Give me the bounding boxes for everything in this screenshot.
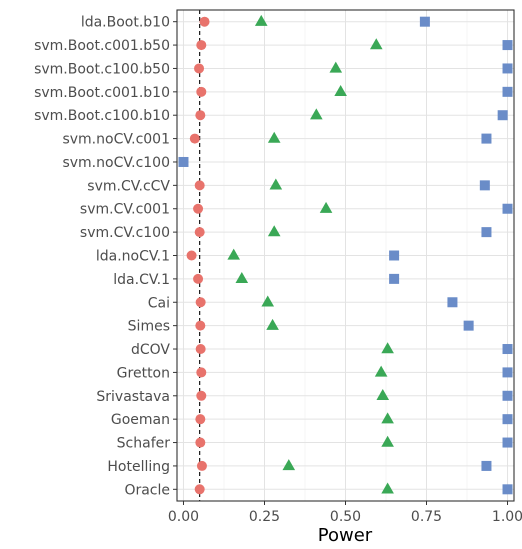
point-circle <box>194 63 205 74</box>
y-tick-label: Srivastava <box>96 389 170 405</box>
point-triangle <box>369 38 383 50</box>
point-triangle <box>329 61 343 73</box>
point-square <box>502 63 513 74</box>
point-circle <box>193 203 204 214</box>
point-triangle <box>254 14 268 26</box>
y-tick-label: svm.Boot.c100.b50 <box>34 61 170 77</box>
point-circle <box>194 227 205 238</box>
y-tick-label: Gretton <box>117 365 170 381</box>
y-tick-label: svm.CV.c100 <box>80 225 170 241</box>
point-circle <box>196 367 207 378</box>
point-square <box>481 460 492 471</box>
point-square <box>389 250 400 261</box>
point-square <box>389 273 400 284</box>
point-triangle <box>282 459 296 471</box>
y-tick-label: lda.CV.1 <box>113 272 170 288</box>
point-circle <box>196 390 207 401</box>
point-circle <box>196 86 207 97</box>
point-triangle <box>381 412 394 424</box>
point-square <box>447 297 458 308</box>
y-tick-label: Oracle <box>124 482 170 498</box>
point-square <box>481 227 492 238</box>
point-circle <box>199 16 210 27</box>
point-circle <box>196 40 207 51</box>
y-tick-label: svm.CV.c001 <box>80 202 170 218</box>
point-triangle <box>381 482 394 494</box>
point-triangle <box>267 225 281 237</box>
point-triangle <box>269 178 283 190</box>
point-square <box>497 110 508 121</box>
x-tick-label: 0.00 <box>168 509 199 525</box>
point-square <box>502 437 513 448</box>
point-square <box>178 156 189 167</box>
point-circle <box>195 414 206 425</box>
point-square <box>481 133 492 144</box>
point-triangle <box>376 388 390 400</box>
point-circle <box>189 133 200 144</box>
point-circle <box>195 320 206 331</box>
x-tick-label: 0.50 <box>330 509 361 525</box>
point-circle <box>186 250 197 261</box>
y-tick-label: svm.Boot.c100.b10 <box>34 108 170 124</box>
y-axis: lda.Boot.b10 svm.Boot.c001.b50 svm.Boot.c1… <box>34 15 177 498</box>
point-triangle <box>235 272 249 284</box>
y-tick-label: lda.noCV.1 <box>96 249 170 265</box>
point-triangle <box>381 435 394 447</box>
point-circle <box>196 460 207 471</box>
y-tick-label: Hotelling <box>107 459 170 475</box>
point-square <box>479 180 490 191</box>
point-triangle <box>266 318 279 330</box>
point-triangle <box>261 295 275 307</box>
y-tick-label: Simes <box>128 319 170 335</box>
x-axis-title: Power <box>318 525 373 546</box>
y-tick-label: Schafer <box>117 436 171 452</box>
point-circle <box>195 110 206 121</box>
y-tick-label: Cai <box>148 295 170 311</box>
y-tick-label: svm.Boot.c001.b10 <box>34 85 170 101</box>
point-square <box>502 484 513 495</box>
point-triangle <box>310 108 323 120</box>
y-tick-label: svm.Boot.c001.b50 <box>34 38 170 54</box>
x-tick-label: 1.00 <box>492 509 522 525</box>
point-square <box>502 86 513 97</box>
point-circle <box>194 484 205 495</box>
y-tick-label: lda.Boot.b10 <box>81 15 170 31</box>
x-tick-label: 0.25 <box>249 509 280 525</box>
point-triangle <box>381 342 394 354</box>
y-tick-label: Goeman <box>111 412 170 428</box>
data-points <box>178 14 513 495</box>
y-tick-label: svm.CV.cCV <box>87 178 170 194</box>
point-triangle <box>267 131 281 143</box>
point-circle <box>193 273 204 284</box>
point-triangle <box>374 365 388 377</box>
x-tick-label: 0.75 <box>411 509 442 525</box>
point-square <box>502 367 513 378</box>
point-square <box>502 390 513 401</box>
y-tick-label: svm.noCV.c001 <box>62 132 170 148</box>
point-circle <box>194 180 205 191</box>
point-square <box>502 414 513 425</box>
point-square <box>463 320 474 331</box>
point-circle <box>195 297 206 308</box>
point-square <box>419 16 430 27</box>
point-triangle <box>227 248 241 260</box>
point-circle <box>195 344 206 355</box>
point-square <box>502 344 513 355</box>
point-triangle <box>334 85 347 97</box>
y-tick-label: svm.noCV.c100 <box>62 155 170 171</box>
point-circle <box>195 437 206 448</box>
x-axis: 0.00 0.25 0.50 0.75 1.00 <box>168 501 522 525</box>
y-tick-label: dCOV <box>131 342 170 358</box>
point-square <box>502 203 513 214</box>
point-square <box>502 40 513 51</box>
point-triangle <box>319 201 333 213</box>
